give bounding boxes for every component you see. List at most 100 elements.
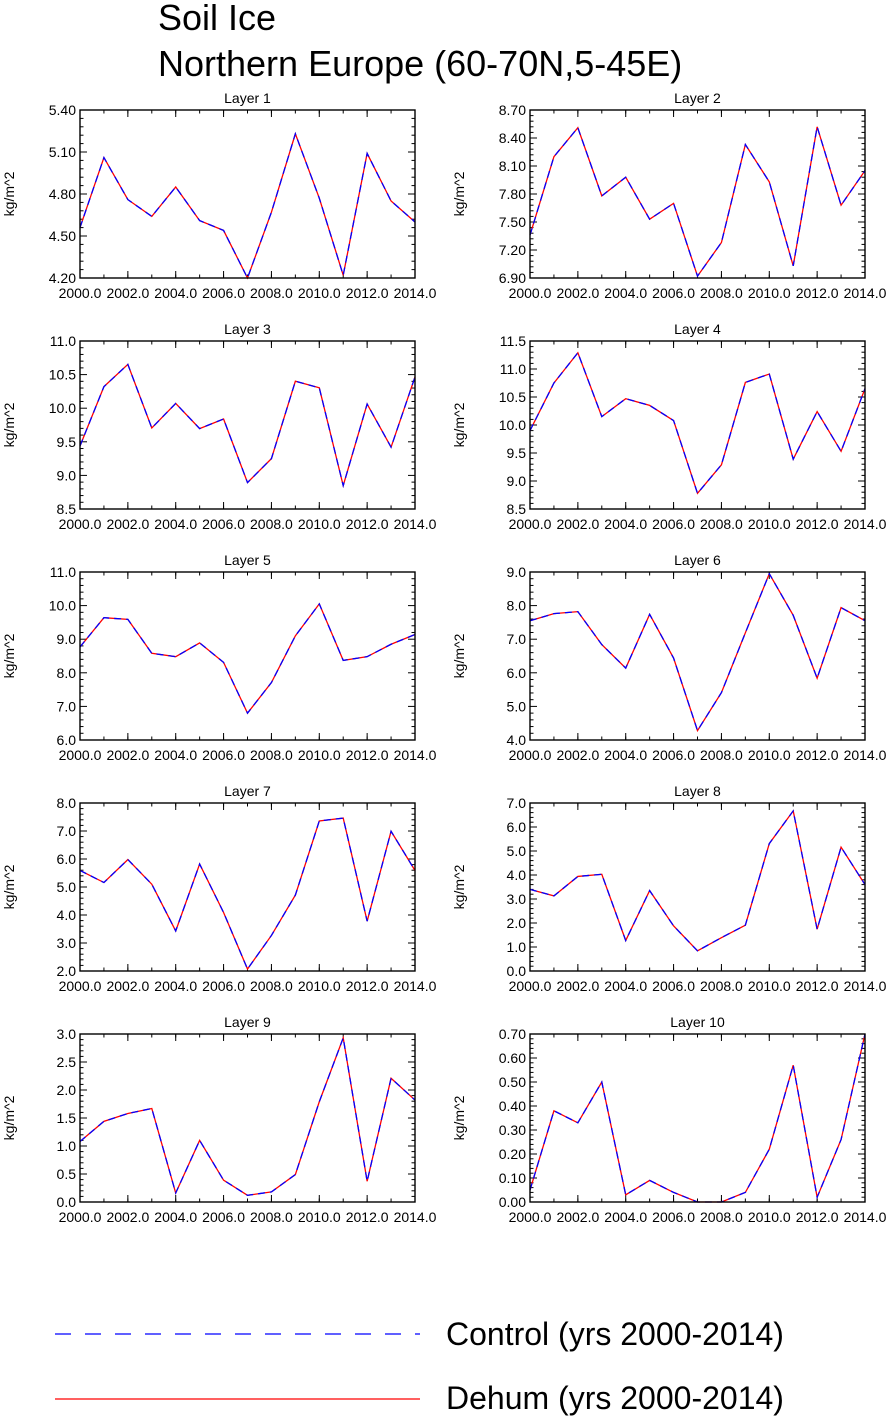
y-axis-label: kg/m^2	[451, 1095, 467, 1140]
x-tick-label: 2014.0	[394, 1209, 437, 1225]
y-tick-label: 11.0	[50, 564, 76, 580]
y-tick-label: 7.80	[499, 186, 526, 202]
series-dehum-line	[529, 572, 866, 733]
figure-title-line2: Northern Europe (60-70N,5-45E)	[158, 43, 682, 84]
y-tick-label: 10.0	[49, 598, 76, 614]
x-tick-label: 2000.0	[59, 516, 102, 532]
y-tick-label: 5.40	[49, 102, 76, 118]
y-tick-label: 7.0	[507, 631, 527, 647]
x-tick-label: 2008.0	[250, 1209, 293, 1225]
y-tick-label: 5.0	[507, 698, 527, 714]
y-tick-label: 9.5	[507, 445, 527, 461]
y-tick-label: 6.0	[57, 851, 77, 867]
x-tick-label: 2010.0	[298, 978, 341, 994]
series-control-line	[529, 126, 866, 278]
x-tick-label: 2008.0	[700, 1209, 743, 1225]
series-control-line	[79, 363, 416, 489]
x-tick-label: 2000.0	[509, 978, 552, 994]
series-control-line	[79, 602, 416, 715]
x-tick-label: 2010.0	[748, 978, 791, 994]
x-tick-label: 2012.0	[796, 285, 839, 301]
y-tick-label: 8.10	[499, 158, 526, 174]
x-tick-label: 2012.0	[796, 978, 839, 994]
x-tick-label: 2006.0	[652, 747, 695, 763]
y-tick-label: 0.60	[499, 1050, 526, 1066]
y-tick-label: 8.40	[499, 130, 526, 146]
x-tick-label: 2008.0	[250, 747, 293, 763]
series-dehum-line	[79, 817, 416, 971]
x-tick-label: 2002.0	[106, 1209, 149, 1225]
y-axis-label: kg/m^2	[451, 171, 467, 216]
y-tick-label: 0.0	[57, 1194, 77, 1210]
panel-title: Layer 5	[224, 552, 271, 568]
y-tick-label: 10.5	[499, 389, 526, 405]
x-tick-label: 2002.0	[556, 978, 599, 994]
y-tick-label: 0.40	[499, 1098, 526, 1114]
x-tick-label: 2010.0	[748, 1209, 791, 1225]
y-tick-label: 8.5	[507, 501, 527, 517]
x-tick-label: 2006.0	[202, 516, 245, 532]
x-tick-label: 2012.0	[796, 516, 839, 532]
panel-layer-10: Layer 10 kg/m^2 0.00 0.10 0.20 0.30 0.40 0.50 0.…	[451, 1014, 887, 1225]
y-tick-label: 10.0	[49, 400, 76, 416]
y-tick-label: 4.0	[507, 867, 527, 883]
x-tick-label: 2014.0	[844, 978, 887, 994]
x-tick-label: 2010.0	[298, 516, 341, 532]
x-tick-label: 2008.0	[250, 285, 293, 301]
series-control-line	[529, 572, 866, 733]
x-tick-label: 2006.0	[202, 978, 245, 994]
y-tick-label: 0.30	[499, 1122, 526, 1138]
x-tick-label: 2014.0	[844, 516, 887, 532]
x-tick-label: 2012.0	[796, 747, 839, 763]
y-tick-label: 0.70	[499, 1026, 526, 1042]
y-tick-label: 0.5	[57, 1166, 77, 1182]
y-tick-label: 5.10	[49, 144, 76, 160]
plot-frame	[79, 109, 416, 279]
x-tick-label: 2002.0	[106, 747, 149, 763]
x-tick-label: 2008.0	[700, 516, 743, 532]
x-tick-label: 2002.0	[556, 1209, 599, 1225]
x-tick-label: 2012.0	[346, 516, 389, 532]
plot-frame	[79, 571, 416, 741]
y-tick-label: 8.5	[57, 501, 77, 517]
y-tick-label: 8.0	[507, 598, 527, 614]
x-tick-label: 2006.0	[652, 516, 695, 532]
x-tick-label: 2000.0	[509, 747, 552, 763]
x-tick-label: 2004.0	[154, 747, 197, 763]
y-tick-label: 6.0	[57, 732, 77, 748]
y-tick-label: 4.0	[507, 732, 527, 748]
y-tick-label: 5.0	[507, 843, 527, 859]
x-tick-label: 2008.0	[700, 747, 743, 763]
y-tick-label: 3.0	[57, 935, 77, 951]
y-tick-label: 1.5	[57, 1110, 77, 1126]
x-tick-label: 2006.0	[652, 978, 695, 994]
panel-title: Layer 8	[674, 783, 721, 799]
y-tick-label: 6.0	[507, 819, 527, 835]
y-axis-label: kg/m^2	[1, 864, 17, 909]
y-tick-label: 2.0	[57, 1082, 77, 1098]
series-dehum-line	[529, 809, 866, 952]
plot-frame	[529, 340, 866, 510]
plot-frame	[79, 802, 416, 972]
series-dehum-line	[79, 1035, 416, 1196]
x-tick-label: 2008.0	[700, 285, 743, 301]
panel-layer-2: Layer 2 kg/m^2 6.90 7.20 7.50 7.80 8.10 8.40 8.7…	[451, 90, 887, 301]
y-tick-label: 7.20	[499, 242, 526, 258]
legend-dehum-label: Dehum (yrs 2000-2014)	[446, 1380, 784, 1416]
plot-frame	[529, 109, 866, 279]
panel-title: Layer 2	[674, 90, 721, 106]
panel-title: Layer 10	[670, 1014, 725, 1030]
y-tick-label: 0.0	[507, 963, 527, 979]
x-tick-label: 2004.0	[604, 1209, 647, 1225]
y-tick-label: 11.0	[500, 361, 526, 377]
legend-control-label: Control (yrs 2000-2014)	[446, 1316, 784, 1352]
y-tick-label: 11.0	[50, 333, 76, 349]
y-tick-label: 5.0	[57, 879, 77, 895]
x-tick-label: 2004.0	[604, 285, 647, 301]
y-tick-label: 2.0	[57, 963, 77, 979]
panel-title: Layer 1	[224, 90, 271, 106]
y-tick-label: 11.5	[500, 333, 526, 349]
y-tick-label: 9.0	[57, 631, 77, 647]
y-axis-label: kg/m^2	[1, 1095, 17, 1140]
